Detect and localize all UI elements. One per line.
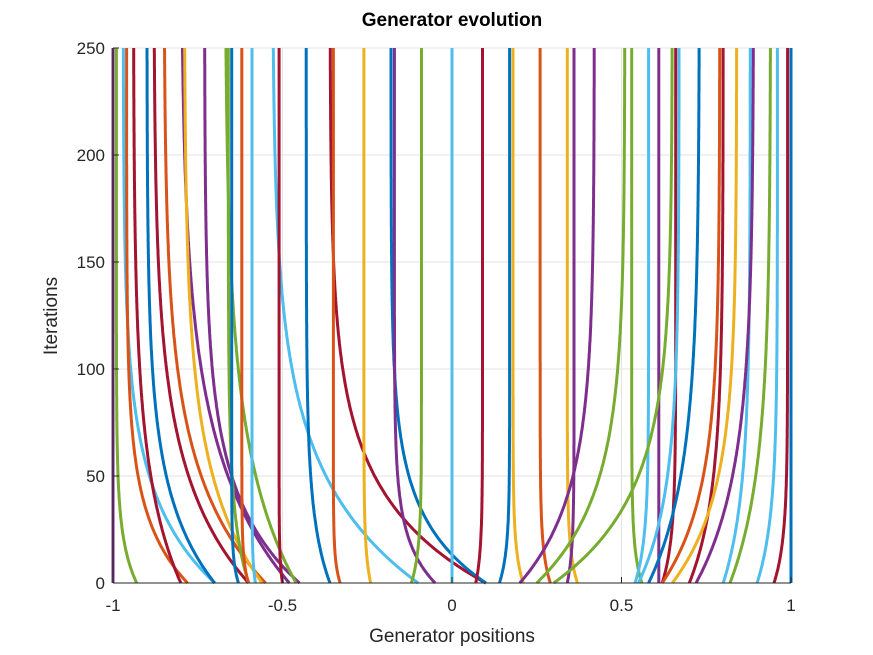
generator-trajectory-29 [511,48,525,584]
y-tick-label: 200 [77,146,105,165]
generator-trajectory-10 [183,48,264,584]
generator-trajectory-6 [145,48,216,584]
generator-trajectory-11 [203,48,301,585]
generator-trajectory-30 [538,48,552,584]
generator-trajectory-35 [630,48,644,584]
x-axis-label: Generator positions [369,626,535,647]
generator-trajectory-33 [518,48,596,584]
series-lines [111,47,793,585]
generator-trajectory-36 [633,48,651,584]
generator-trajectory-14 [230,48,240,584]
x-tick-label: 1 [786,596,795,615]
generator-trajectory-24 [392,48,437,585]
generator-trajectory-40 [637,47,681,584]
generator-trajectory-17 [271,48,419,585]
y-tick-label: 50 [86,467,105,486]
generator-trajectory-32 [565,48,576,584]
generator-trajectory-49 [772,48,790,584]
generator-trajectory-22 [362,48,373,584]
generator-trajectory-8 [163,48,267,585]
generator-trajectory-23 [389,48,487,585]
generator-trajectory-20 [328,48,487,585]
generator-trajectory-39 [660,48,678,584]
generator-trajectory-15 [240,48,251,584]
generator-trajectory-43 [687,48,725,584]
generator-trajectory-27 [474,48,484,584]
y-tick-labels: 0 50 100 150 200 250 [77,39,105,593]
generator-trajectory-28 [498,48,512,584]
x-tick-labels: -1 -0.5 0 0.5 1 [105,596,795,615]
generator-trajectory-44 [671,48,739,584]
y-axis-label: Iterations [41,277,62,355]
generator-trajectory-19 [304,48,332,584]
x-tick-label: 0.5 [610,596,634,615]
y-tick-label: 150 [77,253,105,272]
generator-trajectory-2 [114,48,139,584]
x-tick-label: 0 [447,596,456,615]
generator-trajectory-16 [250,48,257,584]
generator-trajectory-7 [152,48,250,585]
y-tick-label: 100 [77,360,105,379]
generator-trajectory-5 [132,48,183,584]
generator-trajectory-34 [535,48,627,585]
generator-trajectory-47 [728,48,772,584]
y-tick-label: 0 [96,574,105,593]
generator-trajectory-13 [226,48,251,584]
generator-trajectory-25 [409,48,423,584]
generator-trajectory-18 [277,48,284,584]
generator-trajectory-46 [694,48,755,584]
x-tick-label: -0.5 [268,596,297,615]
generator-trajectory-41 [647,48,701,584]
generator-trajectory-42 [660,48,722,584]
generator-trajectory-4 [125,48,189,585]
axes [112,47,792,584]
chart-title: Generator evolution [362,10,543,31]
generator-trajectory-48 [755,48,779,584]
x-tick-label: -1 [105,596,120,615]
generator-trajectory-21 [331,48,342,584]
y-tick-label: 250 [77,39,105,58]
generator-trajectory-38 [552,48,674,585]
